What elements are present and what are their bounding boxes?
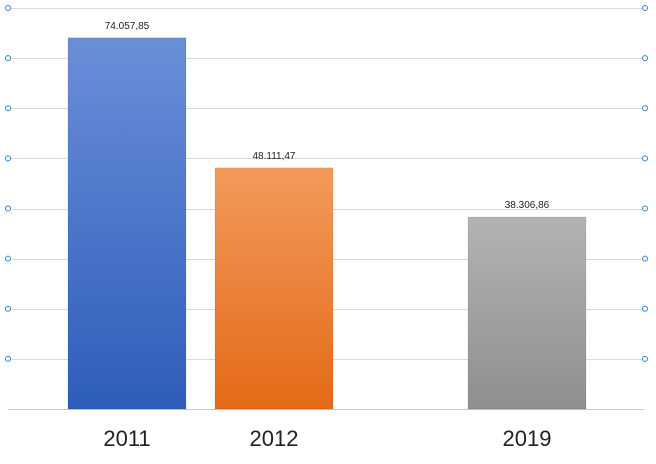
left-resize-handle[interactable] [5,55,11,62]
left-resize-handle[interactable] [5,255,11,262]
data-label-2019: 38.306,86 [505,200,550,211]
bar-outline-2019 [467,216,587,410]
category-label-2011: 2011 [103,426,150,451]
right-resize-handle[interactable] [642,305,648,312]
left-resize-handle[interactable] [5,105,11,112]
right-resize-handle[interactable] [642,205,648,212]
selection-handles [5,5,648,362]
left-resize-handle[interactable] [5,155,11,162]
left-resize-handle[interactable] [5,355,11,362]
category-label-2019: 2019 [503,426,552,451]
right-resize-handle[interactable] [642,105,648,112]
bars [67,37,587,410]
right-resize-handle[interactable] [642,355,648,362]
bar-outline-2012 [214,167,334,410]
right-resize-handle[interactable] [642,155,648,162]
data-label-2012: 48.111,47 [252,151,295,162]
bar-2012 [215,167,333,409]
bar-2019 [468,216,586,409]
right-resize-handle[interactable] [642,5,648,11]
left-resize-handle[interactable] [5,205,11,212]
bar-outline-2011 [67,37,187,410]
right-resize-handle[interactable] [642,55,648,62]
data-label-2011: 74.057,85 [105,21,150,32]
category-labels: 2011 2012 2019 [103,426,551,451]
bar-2011 [68,37,186,409]
left-resize-handle[interactable] [5,5,11,11]
left-resize-handle[interactable] [5,305,11,312]
category-label-2012: 2012 [250,426,299,451]
data-labels: 74.057,85 48.111,47 38.306,86 [105,21,550,211]
right-resize-handle[interactable] [642,255,648,262]
